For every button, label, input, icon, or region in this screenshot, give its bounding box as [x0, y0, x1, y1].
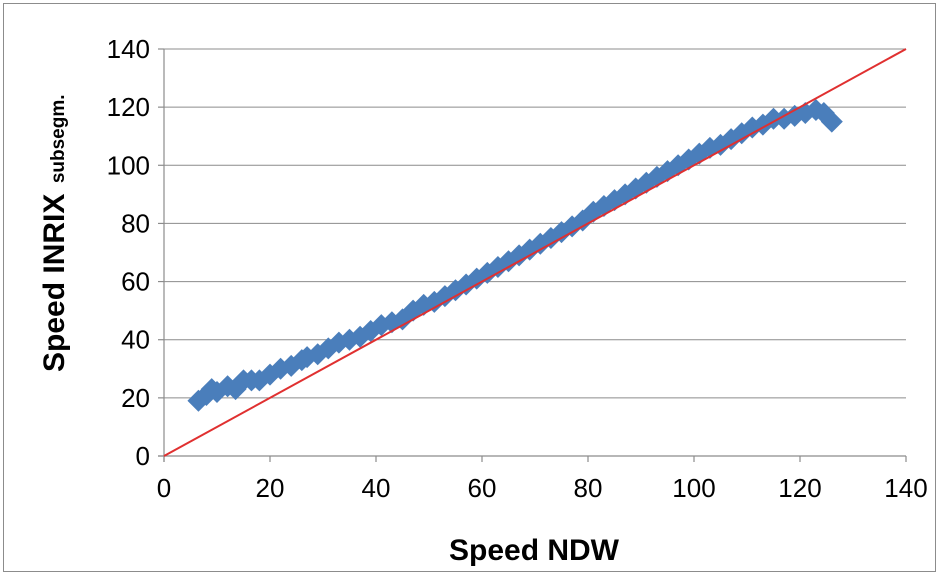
tick-labels: 0 20 40 60 80 100 120 140 0 20 40 60 80 100 120 140	[107, 34, 928, 503]
data-point	[820, 110, 843, 133]
y-tick-label-60: 60	[121, 267, 150, 297]
reference-line-group	[163, 48, 907, 457]
x-tick-label-100: 100	[672, 473, 715, 503]
x-tick-label-20: 20	[256, 473, 285, 503]
y-tick-label-100: 100	[107, 150, 150, 180]
y-tick-label-40: 40	[121, 325, 150, 355]
x-axis-title: Speed NDW	[449, 534, 620, 567]
y-axis-title: Speed INRIX	[38, 194, 71, 372]
x-tick-label-0: 0	[157, 473, 171, 503]
y-tick-label-20: 20	[121, 383, 150, 413]
axes	[158, 48, 907, 462]
svg-text:Speed INRIX subsegm.: Speed INRIX subsegm.	[38, 94, 71, 372]
reference-line-y-equals-x	[163, 48, 907, 457]
grid-lines	[164, 48, 906, 399]
y-axis-title-subscript: subsegm.	[48, 94, 69, 183]
y-tick-label-0: 0	[136, 441, 150, 471]
y-tick-label-140: 140	[107, 34, 150, 64]
x-tick-label-60: 60	[468, 473, 497, 503]
x-tick-label-140: 140	[884, 473, 927, 503]
data-points	[187, 99, 843, 412]
y-tick-label-120: 120	[107, 92, 150, 122]
x-tick-label-40: 40	[362, 473, 391, 503]
y-tick-label-80: 80	[121, 208, 150, 238]
x-tick-label-120: 120	[778, 473, 821, 503]
y-axis-title-group: Speed INRIX subsegm.	[38, 94, 71, 372]
x-tick-label-80: 80	[574, 473, 603, 503]
